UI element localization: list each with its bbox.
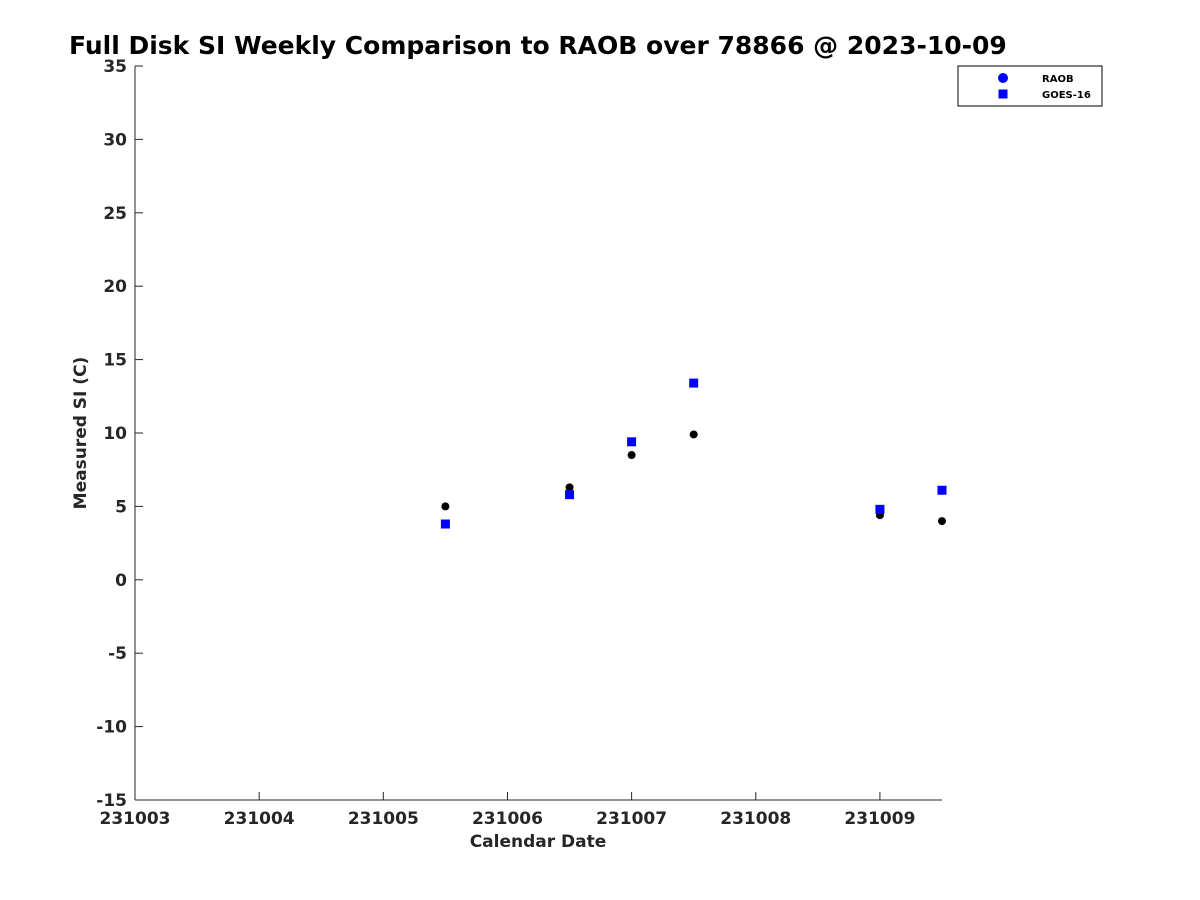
x-tick-label: 231004 <box>224 809 295 829</box>
goes-point <box>627 437 637 447</box>
y-tick-label: -10 <box>96 718 127 738</box>
y-tick-label: -5 <box>108 644 127 664</box>
y-tick-label: 20 <box>103 277 127 297</box>
y-tick-label: 25 <box>103 204 127 224</box>
y-axis-ticks: -15 -10 -5 0 5 10 15 20 25 30 35 <box>96 57 143 811</box>
legend-box <box>957 65 1103 107</box>
x-tick-label: 231008 <box>720 809 791 829</box>
chart-title: Full Disk SI Weekly Comparison to RAOB o… <box>69 31 1007 60</box>
data-points <box>440 378 947 529</box>
series-goes-16 <box>440 378 947 529</box>
legend-label: GOES-16 <box>1042 90 1091 101</box>
legend-label: RAOB <box>1042 74 1074 85</box>
x-tick-label: 231009 <box>844 809 915 829</box>
y-tick-label: 0 <box>115 571 127 591</box>
series-raob <box>441 430 946 526</box>
y-tick-label: -15 <box>96 791 127 811</box>
raob-point <box>565 483 574 492</box>
y-tick-label: 30 <box>103 130 127 150</box>
y-tick-label: 15 <box>103 351 127 371</box>
y-tick-label: 10 <box>103 424 127 444</box>
raob-point <box>441 502 450 511</box>
x-axis-ticks: 231003 231004 231005 231006 231007 231008 2310… <box>100 792 915 829</box>
goes-point <box>937 485 947 495</box>
legend-marker-raob <box>998 73 1008 83</box>
y-tick-label: 5 <box>115 497 127 517</box>
goes-point <box>440 519 450 529</box>
goes-point <box>565 490 575 500</box>
x-axis-label: Calendar Date <box>470 832 607 852</box>
raob-point <box>627 451 636 460</box>
y-tick-label: 35 <box>103 57 127 77</box>
x-tick-label: 231005 <box>348 809 419 829</box>
x-tick-label: 231007 <box>596 809 667 829</box>
x-tick-label: 231003 <box>100 809 171 829</box>
y-axis-label: Measured SI (C) <box>71 357 91 510</box>
goes-point <box>689 378 699 388</box>
legend: RAOB GOES-16 <box>957 65 1103 107</box>
plot-axes <box>134 66 942 801</box>
raob-point <box>689 430 698 439</box>
x-tick-label: 231006 <box>472 809 543 829</box>
legend-marker-goes <box>998 89 1008 99</box>
raob-point <box>938 517 946 526</box>
goes-point <box>875 504 885 514</box>
